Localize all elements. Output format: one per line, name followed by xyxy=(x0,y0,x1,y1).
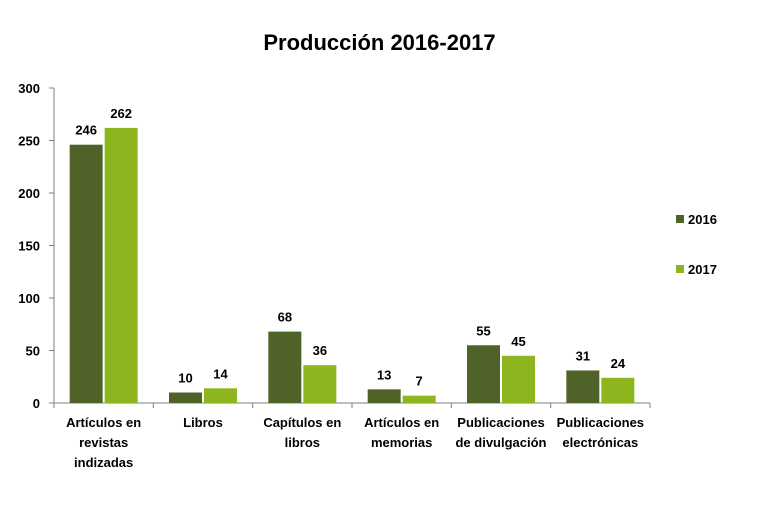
data-label: 10 xyxy=(178,371,192,386)
x-tick-label-line: revistas xyxy=(79,435,129,450)
x-tick-label-line: Publicaciones xyxy=(457,415,545,430)
x-tick-label-line: Artículos en xyxy=(364,415,440,430)
bar-2016 xyxy=(367,389,401,403)
bar-2017 xyxy=(601,377,635,403)
legend-label: 2016 xyxy=(688,211,717,227)
bar-2017 xyxy=(402,395,436,403)
legend-label: 2017 xyxy=(688,261,717,277)
data-label: 246 xyxy=(75,123,97,138)
x-tick-label: Libros xyxy=(153,413,253,433)
x-tick-label-line: Artículos en xyxy=(66,415,142,430)
x-tick-label: Capítulos en libros xyxy=(252,413,352,453)
y-tick-label: 150 xyxy=(18,239,40,254)
x-tick-label-line: Libros xyxy=(183,415,223,430)
y-tick-label: 200 xyxy=(18,186,40,201)
x-tick-label: Artículos en memorias xyxy=(352,413,452,453)
bar-2017 xyxy=(502,355,535,403)
y-tick-label: 50 xyxy=(26,344,40,359)
x-tick-label-line: indizadas xyxy=(74,455,134,470)
legend-swatch xyxy=(676,215,684,223)
data-label: 7 xyxy=(416,374,423,389)
x-tick-label-line: Publicaciones xyxy=(556,415,645,430)
data-label: 31 xyxy=(576,348,590,363)
data-label: 13 xyxy=(377,367,391,382)
data-label: 45 xyxy=(511,334,525,349)
bar-2016 xyxy=(467,345,500,403)
data-label: 24 xyxy=(611,356,626,371)
x-tick-label-line: libros xyxy=(284,435,321,450)
x-tick-label-line: de divulgación xyxy=(455,435,547,450)
x-tick-label: Artículos en revistas indizadas xyxy=(54,413,154,473)
x-tick-label-line: memorias xyxy=(370,435,433,450)
bar-2016 xyxy=(169,392,202,403)
y-tick-label: 100 xyxy=(18,291,40,306)
bar-2017 xyxy=(204,388,237,403)
data-label: 14 xyxy=(213,366,228,381)
x-tick-label: Publicaciones electrónicas xyxy=(550,413,650,453)
y-tick-label: 250 xyxy=(18,134,40,149)
x-tick-label-line: electrónicas xyxy=(562,435,639,450)
data-label: 55 xyxy=(476,323,490,338)
bar-2016 xyxy=(69,144,103,403)
x-tick-label: Publicaciones de divulgación xyxy=(451,413,551,453)
data-label: 68 xyxy=(278,310,292,325)
bar-2016 xyxy=(566,370,600,403)
bar-2017 xyxy=(303,365,337,403)
x-tick-label-line: Capítulos en xyxy=(263,415,342,430)
chart-title: Producción 2016-2017 xyxy=(263,30,496,55)
bar-2017 xyxy=(104,127,138,404)
y-tick-label: 0 xyxy=(33,396,40,411)
legend-swatch xyxy=(676,265,684,273)
y-tick-label: 300 xyxy=(18,81,40,96)
legend-item: 2017 xyxy=(676,261,717,277)
data-label: 262 xyxy=(110,106,132,121)
data-label: 36 xyxy=(313,343,327,358)
bar-2016 xyxy=(268,331,302,403)
legend-item: 2016 xyxy=(676,211,717,227)
